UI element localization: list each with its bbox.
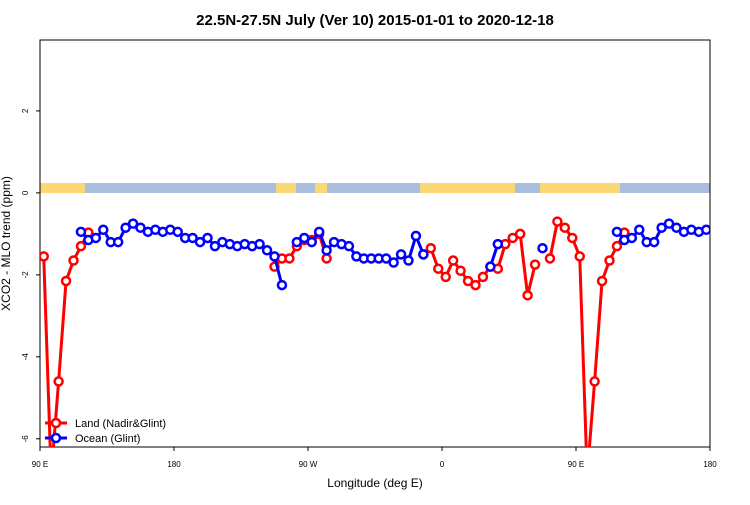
data-point — [254, 238, 265, 250]
data-point — [410, 230, 422, 242]
data-point — [306, 236, 317, 248]
legend-marker — [50, 417, 62, 429]
x-tick-label: 90 E — [32, 460, 48, 469]
land-mask — [40, 183, 710, 193]
data-point — [552, 216, 563, 227]
legend-label: Ocean (Glint) — [75, 433, 140, 445]
x-tick-label: 180 — [703, 460, 717, 469]
data-point — [634, 224, 645, 236]
data-point — [418, 249, 429, 260]
data-point — [462, 275, 474, 287]
data-point — [455, 265, 466, 277]
data-point — [380, 253, 392, 264]
x-tick-label: 0 — [440, 460, 445, 469]
y-tick-label: 0 — [21, 190, 30, 195]
data-point — [648, 236, 660, 248]
data-point — [522, 290, 533, 301]
data-point — [589, 376, 600, 387]
data-point — [75, 226, 87, 238]
x-axis-label: Longitude (deg E) — [327, 476, 422, 490]
y-tick-label: -2 — [21, 271, 30, 279]
plot-frame — [39, 39, 711, 448]
data-point — [626, 232, 638, 244]
data-point — [470, 279, 481, 291]
data-point — [514, 228, 526, 240]
data-point — [440, 271, 451, 283]
y-tick-label: -4 — [21, 353, 30, 361]
data-point — [395, 249, 407, 260]
data-point — [403, 255, 414, 266]
data-point — [671, 222, 682, 233]
data-point — [98, 224, 109, 236]
plot-area — [40, 216, 710, 447]
data-point — [507, 232, 518, 244]
data-point — [261, 245, 273, 256]
data-point — [120, 222, 131, 233]
data-point — [485, 261, 496, 272]
legend-label: Land (Nadir&Glint) — [75, 418, 166, 430]
legend-marker — [50, 432, 62, 444]
data-point — [187, 232, 198, 244]
data-point — [544, 253, 556, 264]
data-point — [194, 236, 206, 248]
x-tick-label: 90 W — [299, 460, 318, 469]
data-point — [172, 226, 183, 238]
data-point — [433, 263, 444, 274]
data-point — [567, 232, 578, 244]
data-point — [284, 253, 295, 264]
data-point — [209, 240, 221, 252]
data-point — [656, 222, 667, 233]
data-point — [663, 218, 675, 229]
data-point — [291, 236, 303, 248]
data-point — [529, 259, 541, 270]
data-point — [425, 242, 437, 254]
data-point — [202, 232, 213, 244]
data-point — [276, 279, 288, 291]
data-point — [112, 236, 124, 248]
data-point — [388, 257, 399, 268]
y-tick-label: 2 — [21, 108, 30, 113]
data-point — [492, 238, 504, 250]
data-point — [90, 232, 102, 244]
data-point — [611, 226, 623, 238]
data-point — [596, 275, 608, 287]
x-tick-label: 180 — [167, 460, 181, 469]
data-point — [60, 275, 72, 287]
data-point — [447, 255, 459, 266]
data-point — [321, 253, 332, 264]
data-point — [701, 224, 710, 236]
data-point — [559, 222, 571, 233]
data-point — [299, 232, 310, 244]
data-point — [53, 376, 64, 387]
data-point — [604, 255, 615, 266]
data-point — [537, 242, 548, 254]
data-point — [40, 251, 49, 262]
data-point — [75, 240, 87, 252]
data-point — [477, 271, 489, 283]
data-point — [313, 226, 325, 238]
chart-title: 22.5N-27.5N July (Ver 10) 2015-01-01 to … — [196, 12, 554, 29]
data-point — [343, 240, 355, 252]
data-point — [68, 255, 79, 266]
data-point — [574, 251, 585, 262]
x-tick-label: 90 E — [568, 460, 584, 469]
data-point — [611, 240, 623, 252]
y-axis-label: XCO2 - MLO trend (ppm) — [0, 176, 13, 311]
data-point — [269, 251, 280, 262]
data-point — [127, 218, 139, 229]
y-tick-label: -6 — [21, 435, 30, 443]
data-point — [321, 245, 332, 256]
data-point — [135, 222, 146, 233]
